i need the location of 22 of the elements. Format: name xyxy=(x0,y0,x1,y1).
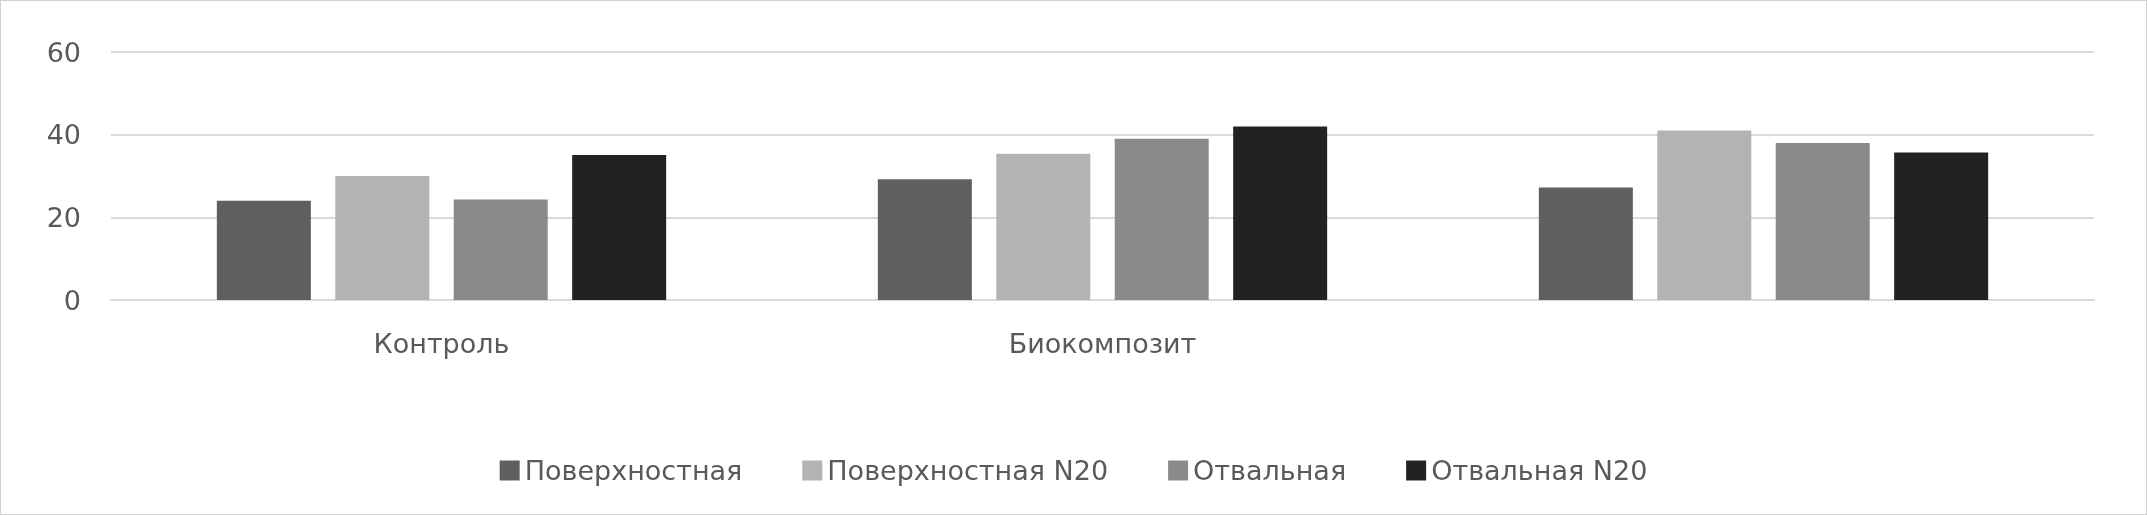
x-tick-label: Биокомпозит xyxy=(1008,328,1197,359)
bar xyxy=(1894,152,1989,300)
bar xyxy=(1233,126,1328,300)
bar xyxy=(1657,130,1752,300)
x-tick-label: Контроль xyxy=(373,328,510,359)
y-tick-label: 40 xyxy=(46,119,81,151)
bar xyxy=(1538,187,1633,300)
bar xyxy=(572,154,667,300)
legend-label: Поверхностная xyxy=(524,455,743,486)
bar xyxy=(335,176,430,300)
legend-label: Отвальная xyxy=(1193,455,1347,486)
bar xyxy=(877,179,972,300)
legend-label: Поверхностная N20 xyxy=(827,455,1109,486)
bar xyxy=(453,199,548,300)
bar xyxy=(996,153,1091,300)
y-tick-label: 60 xyxy=(46,36,81,68)
y-tick-label: 0 xyxy=(63,284,81,316)
legend-label: Отвальная N20 xyxy=(1431,455,1648,486)
bar xyxy=(1114,138,1209,300)
y-tick-label: 20 xyxy=(46,201,81,233)
bar xyxy=(1775,142,1870,300)
bar xyxy=(216,200,311,300)
